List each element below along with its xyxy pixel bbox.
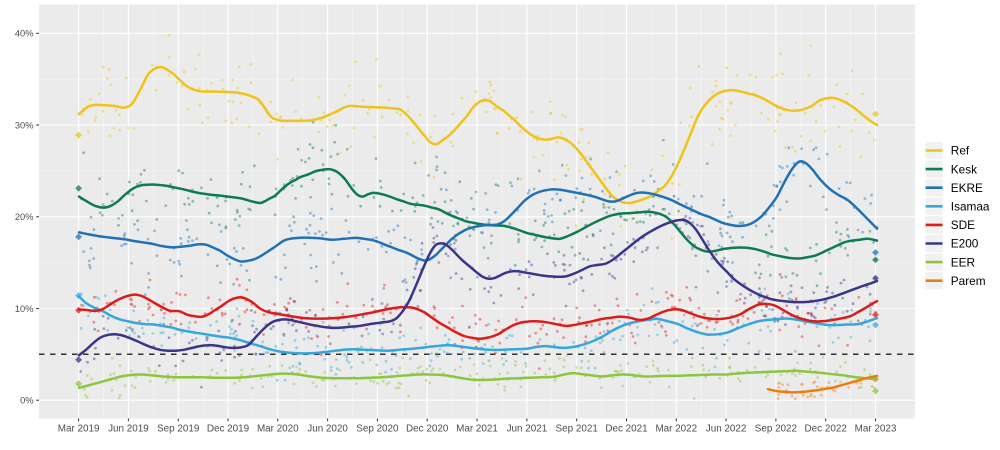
svg-text:40%: 40% — [15, 29, 34, 39]
svg-text:EKRE: EKRE — [951, 181, 983, 195]
svg-text:Mar 2023: Mar 2023 — [855, 424, 897, 435]
svg-text:E200: E200 — [951, 237, 979, 251]
svg-text:Mar 2019: Mar 2019 — [58, 424, 100, 435]
svg-text:EER: EER — [951, 255, 975, 269]
svg-text:Ref: Ref — [951, 144, 970, 158]
svg-text:0%: 0% — [20, 396, 33, 406]
svg-text:10%: 10% — [15, 304, 34, 314]
svg-text:Jun 2022: Jun 2022 — [706, 424, 747, 435]
svg-text:Mar 2021: Mar 2021 — [456, 424, 498, 435]
svg-text:Isamaa: Isamaa — [951, 200, 990, 214]
svg-text:Jun 2021: Jun 2021 — [507, 424, 548, 435]
svg-text:Mar 2022: Mar 2022 — [655, 424, 697, 435]
svg-text:Jun 2019: Jun 2019 — [108, 424, 149, 435]
svg-text:Mar 2020: Mar 2020 — [257, 424, 299, 435]
svg-text:Sep 2021: Sep 2021 — [556, 424, 599, 435]
svg-text:Dec 2020: Dec 2020 — [406, 424, 449, 435]
svg-text:SDE: SDE — [951, 218, 975, 232]
svg-text:Sep 2019: Sep 2019 — [157, 424, 200, 435]
svg-text:Parem: Parem — [951, 274, 986, 288]
svg-text:Dec 2021: Dec 2021 — [605, 424, 648, 435]
svg-text:Kesk: Kesk — [951, 162, 977, 176]
svg-text:Sep 2020: Sep 2020 — [356, 424, 399, 435]
svg-text:Dec 2019: Dec 2019 — [207, 424, 250, 435]
svg-text:20%: 20% — [15, 212, 34, 222]
svg-text:Jun 2020: Jun 2020 — [307, 424, 348, 435]
svg-text:30%: 30% — [15, 120, 34, 130]
svg-text:Sep 2022: Sep 2022 — [755, 424, 797, 435]
svg-text:Dec 2022: Dec 2022 — [805, 424, 847, 435]
